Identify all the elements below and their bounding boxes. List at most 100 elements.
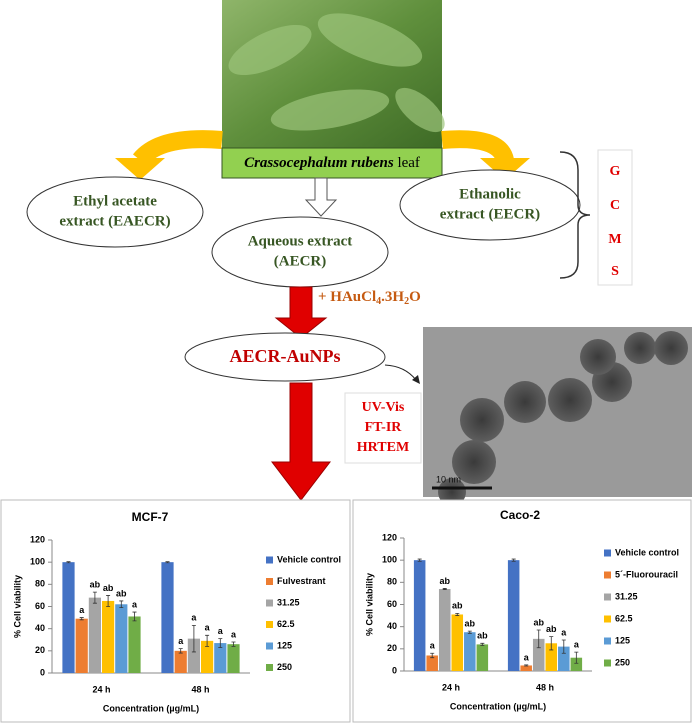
leaf-label: Crassocephalum rubens leaf (244, 155, 420, 171)
legend-label: 62.5 (277, 619, 295, 629)
significance-label: a (178, 636, 184, 646)
extract-label: (AECR) (274, 253, 327, 269)
error-bar (549, 636, 554, 651)
y-tick-label: 80 (35, 579, 45, 589)
legend-swatch (604, 571, 611, 579)
y-axis-title: % Cell viability (364, 573, 374, 636)
bar (451, 614, 464, 671)
error-bar (79, 617, 84, 621)
leaf-label-box (221, 147, 443, 179)
error-bar (106, 595, 111, 607)
technique: FT-IR (365, 420, 403, 435)
leaf-texture (228, 13, 445, 133)
error-bar (480, 642, 485, 646)
chart-title: Caco-2 (500, 508, 540, 522)
red-arrow (274, 286, 328, 339)
significance-label: a (132, 599, 138, 609)
reagent-sub: 2 (404, 296, 409, 307)
technique: UV-Vis (362, 400, 405, 415)
legend-label: 250 (615, 657, 630, 667)
significance-label: ab (546, 624, 557, 634)
legend-label: Fulvestrant (277, 576, 326, 586)
y-tick-label: 80 (387, 577, 397, 587)
extract-label: Ethanolic (459, 186, 521, 202)
legend-label: 62.5 (615, 613, 633, 623)
significance-label: a (231, 629, 237, 639)
plant-part: leaf (397, 155, 419, 171)
y-axis-title: % Cell viability (12, 575, 22, 638)
y-tick-label: 20 (35, 645, 45, 655)
gcms-letter: M (608, 232, 621, 247)
error-bar (178, 648, 183, 654)
y-tick-label: 60 (35, 601, 45, 611)
y-tick-label: 20 (387, 643, 397, 653)
error-bar (92, 591, 97, 604)
bar (426, 655, 438, 671)
bar (464, 632, 476, 671)
bar (570, 657, 583, 671)
bar (75, 618, 88, 673)
technique: HRTEM (357, 440, 409, 455)
pointer (384, 364, 417, 381)
x-axis-title: Concentration (µg/mL) (450, 701, 546, 711)
arrowhead (480, 158, 530, 180)
significance-label: a (218, 626, 224, 636)
gcms-letter: S (611, 264, 619, 279)
legend-swatch (604, 593, 611, 601)
bar (102, 600, 115, 673)
legend-label: 5´-Fluorouracil (615, 569, 678, 579)
significance-label: a (574, 640, 580, 650)
extract-label: Aqueous extract (248, 233, 353, 249)
error-bar (536, 629, 541, 649)
extract-label: extract (EECR) (440, 206, 540, 222)
error-bar (467, 630, 472, 634)
nanoparticles-image (438, 331, 688, 506)
species: Crassocephalum rubens (244, 155, 394, 171)
oval (184, 332, 386, 382)
bar (128, 616, 141, 673)
x-tick-label: 24 h (92, 684, 110, 694)
significance-label: ab (452, 601, 463, 611)
bar (115, 604, 128, 673)
legend-swatch (266, 578, 273, 585)
error-bar (119, 600, 124, 609)
y-tick-label: 100 (382, 555, 397, 565)
legend-label: 250 (277, 662, 292, 672)
gcms-letter: G (610, 164, 621, 179)
error-bar (430, 652, 435, 659)
extract-label: extract (EAECR) (59, 213, 170, 229)
error-bar (574, 651, 579, 664)
chart-panel (0, 499, 351, 723)
reagent-part: .3H (381, 289, 404, 305)
error-bar (524, 664, 529, 667)
bar (476, 644, 489, 671)
error-bar (132, 611, 137, 622)
legend-label: 125 (615, 635, 630, 645)
bar (161, 562, 174, 673)
characterization-box (344, 392, 422, 464)
reagent-sub: 4 (376, 296, 381, 307)
yellow-arrow-left (132, 130, 223, 167)
bar (413, 560, 426, 671)
legend-swatch (266, 599, 273, 607)
bar (187, 638, 200, 673)
legend-swatch (604, 615, 611, 623)
bar (62, 562, 75, 673)
bar (214, 643, 227, 673)
significance-label: ab (533, 617, 544, 627)
bar (532, 638, 545, 671)
error-bar (66, 561, 71, 564)
error-bar (442, 588, 447, 590)
error-bar (231, 641, 236, 647)
significance-label: ab (116, 588, 127, 598)
significance-label: a (524, 652, 530, 662)
y-tick-label: 40 (35, 623, 45, 633)
extract-label: Ethyl acetate (73, 193, 157, 209)
legend-swatch (604, 549, 611, 557)
yellow-arrow-right (441, 130, 514, 163)
error-bar (191, 624, 196, 653)
reagent-part: + HAuCl (318, 289, 376, 305)
chart-panel (352, 499, 692, 723)
arrowhead (115, 158, 165, 180)
